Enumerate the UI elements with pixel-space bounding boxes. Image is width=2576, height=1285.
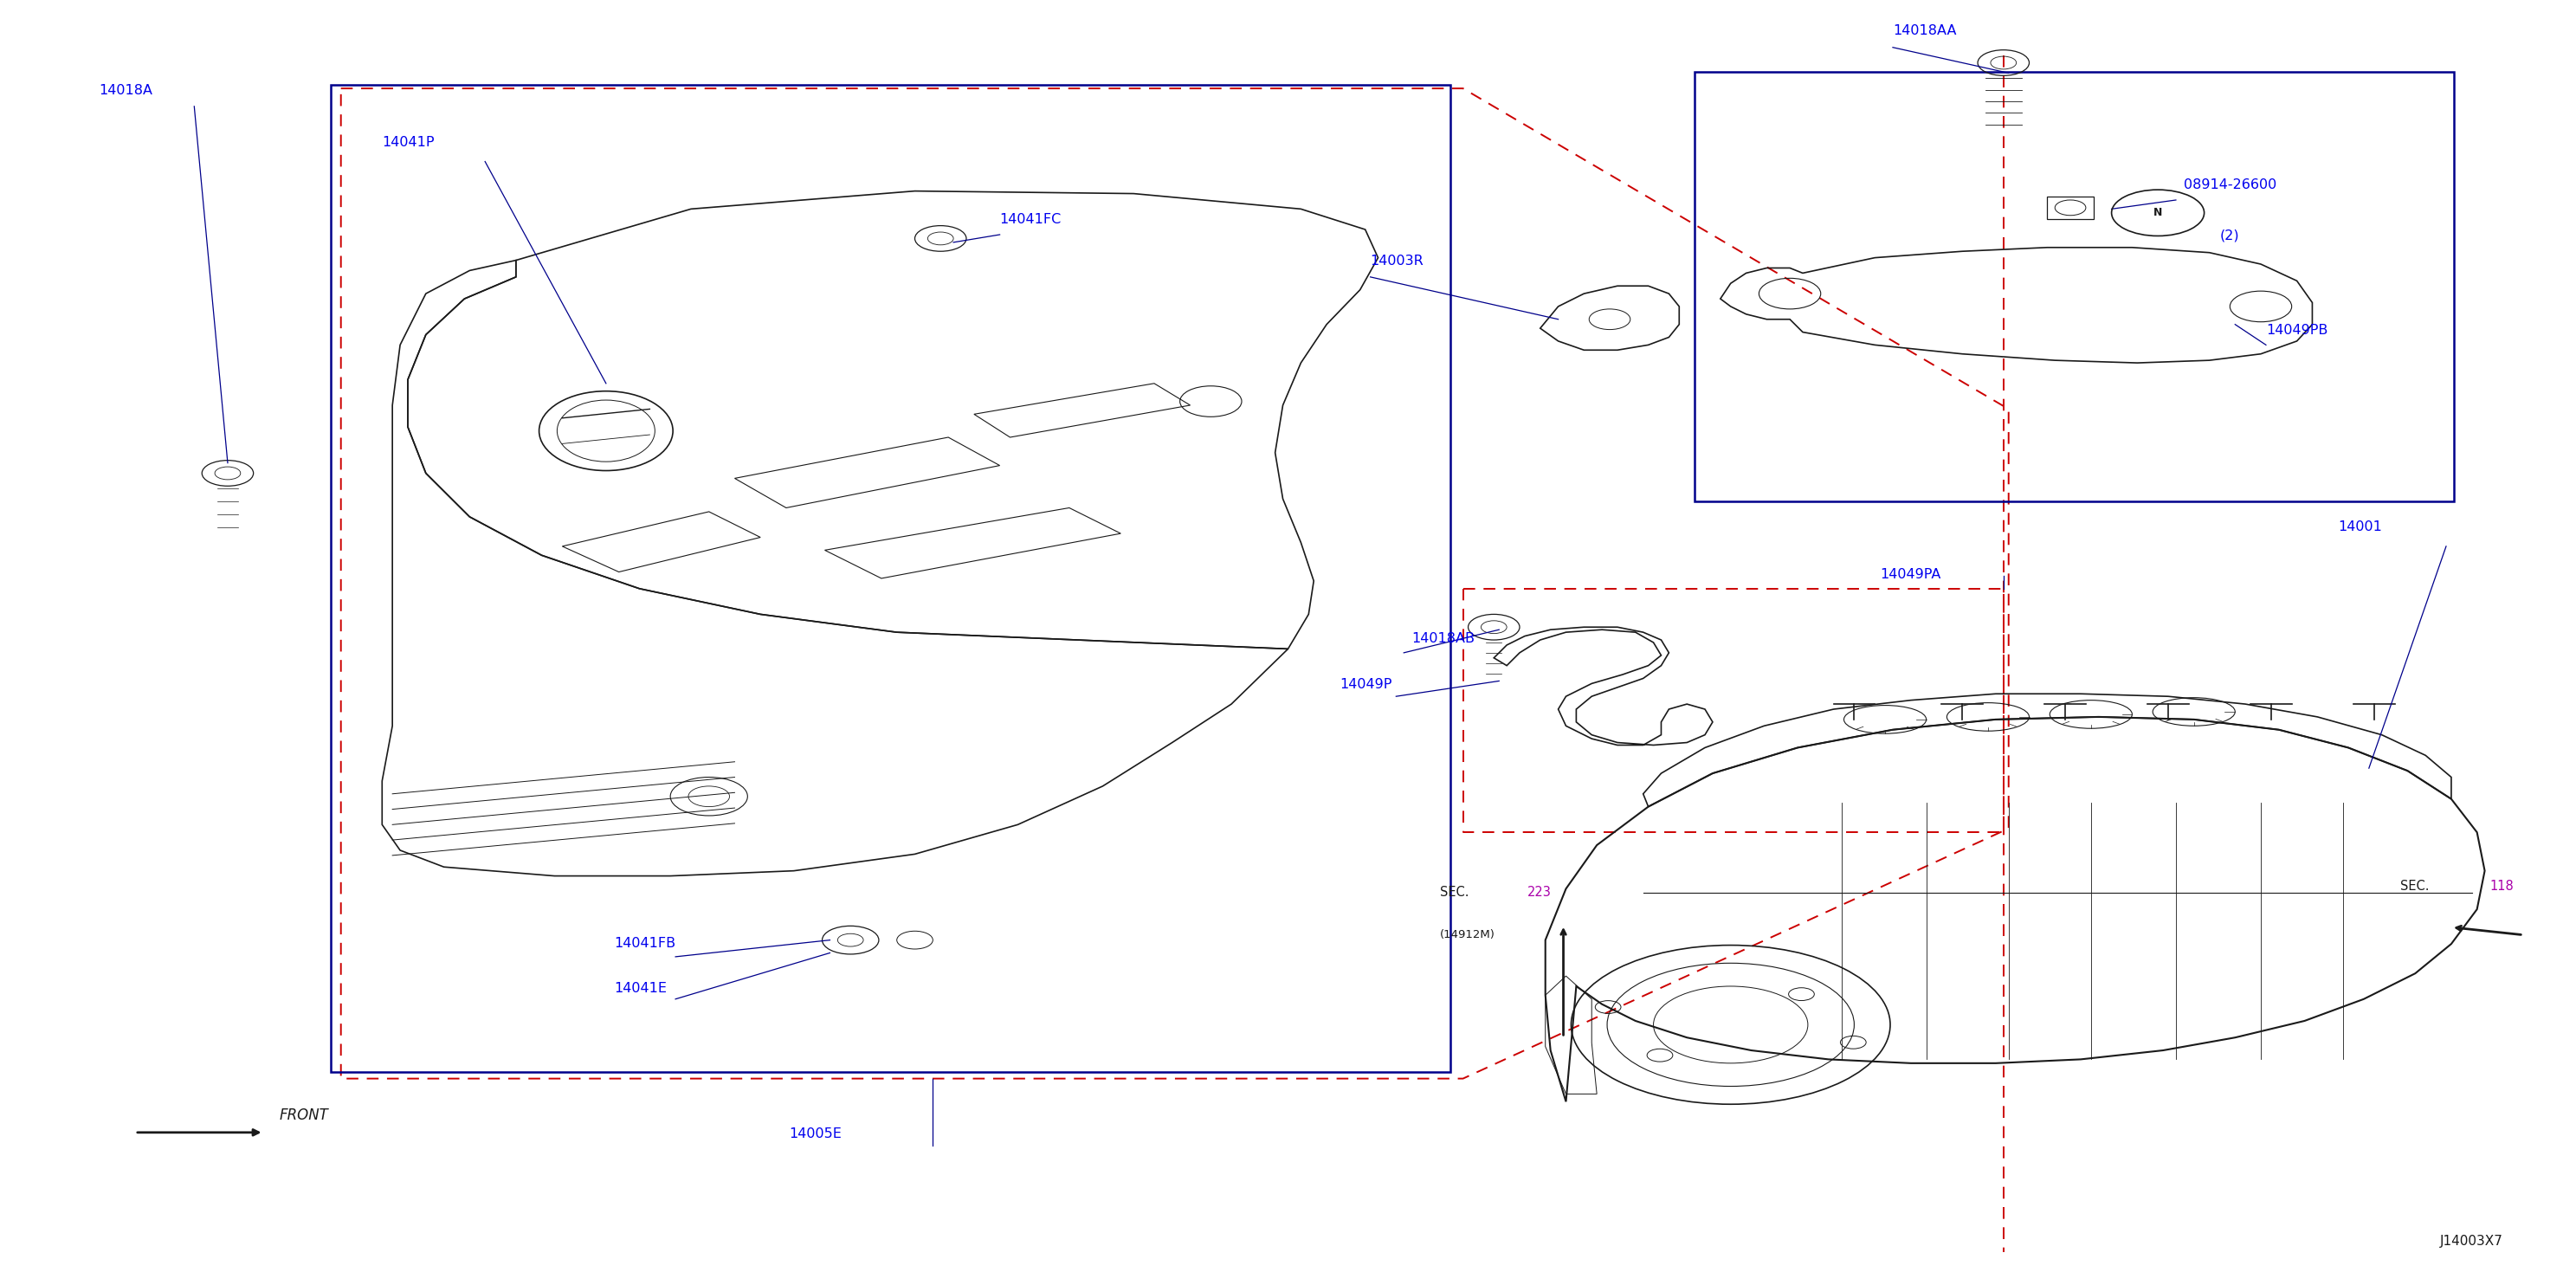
- Text: 14049PA: 14049PA: [1880, 568, 1940, 581]
- Text: 223: 223: [1528, 887, 1551, 900]
- Bar: [1695, 72, 2455, 501]
- Text: 118: 118: [2491, 880, 2514, 893]
- Text: 14003R: 14003R: [1370, 254, 1425, 269]
- Text: (14912M): (14912M): [1440, 929, 1494, 941]
- Text: 08914-26600: 08914-26600: [2184, 179, 2277, 191]
- Text: 14041P: 14041P: [381, 136, 435, 149]
- Text: 14005E: 14005E: [788, 1127, 842, 1140]
- Bar: [330, 85, 1450, 1072]
- Text: J14003X7: J14003X7: [2439, 1235, 2504, 1248]
- Text: 14049PB: 14049PB: [2267, 324, 2329, 337]
- Text: 14049P: 14049P: [1340, 678, 1391, 691]
- Text: FRONT: FRONT: [278, 1108, 327, 1123]
- Text: 14041FB: 14041FB: [613, 937, 675, 951]
- Text: 14018AB: 14018AB: [1412, 632, 1473, 645]
- Text: 14041FC: 14041FC: [999, 213, 1061, 226]
- Text: 14018A: 14018A: [98, 85, 152, 98]
- Bar: [2048, 197, 2094, 220]
- Text: 14041E: 14041E: [613, 982, 667, 995]
- Text: 14001: 14001: [2339, 520, 2383, 533]
- Text: SEC.: SEC.: [1440, 887, 1468, 900]
- Text: (2): (2): [2221, 229, 2239, 243]
- Text: SEC.: SEC.: [2401, 880, 2429, 893]
- Text: 14018AA: 14018AA: [1893, 24, 1955, 37]
- Text: N: N: [2154, 207, 2161, 218]
